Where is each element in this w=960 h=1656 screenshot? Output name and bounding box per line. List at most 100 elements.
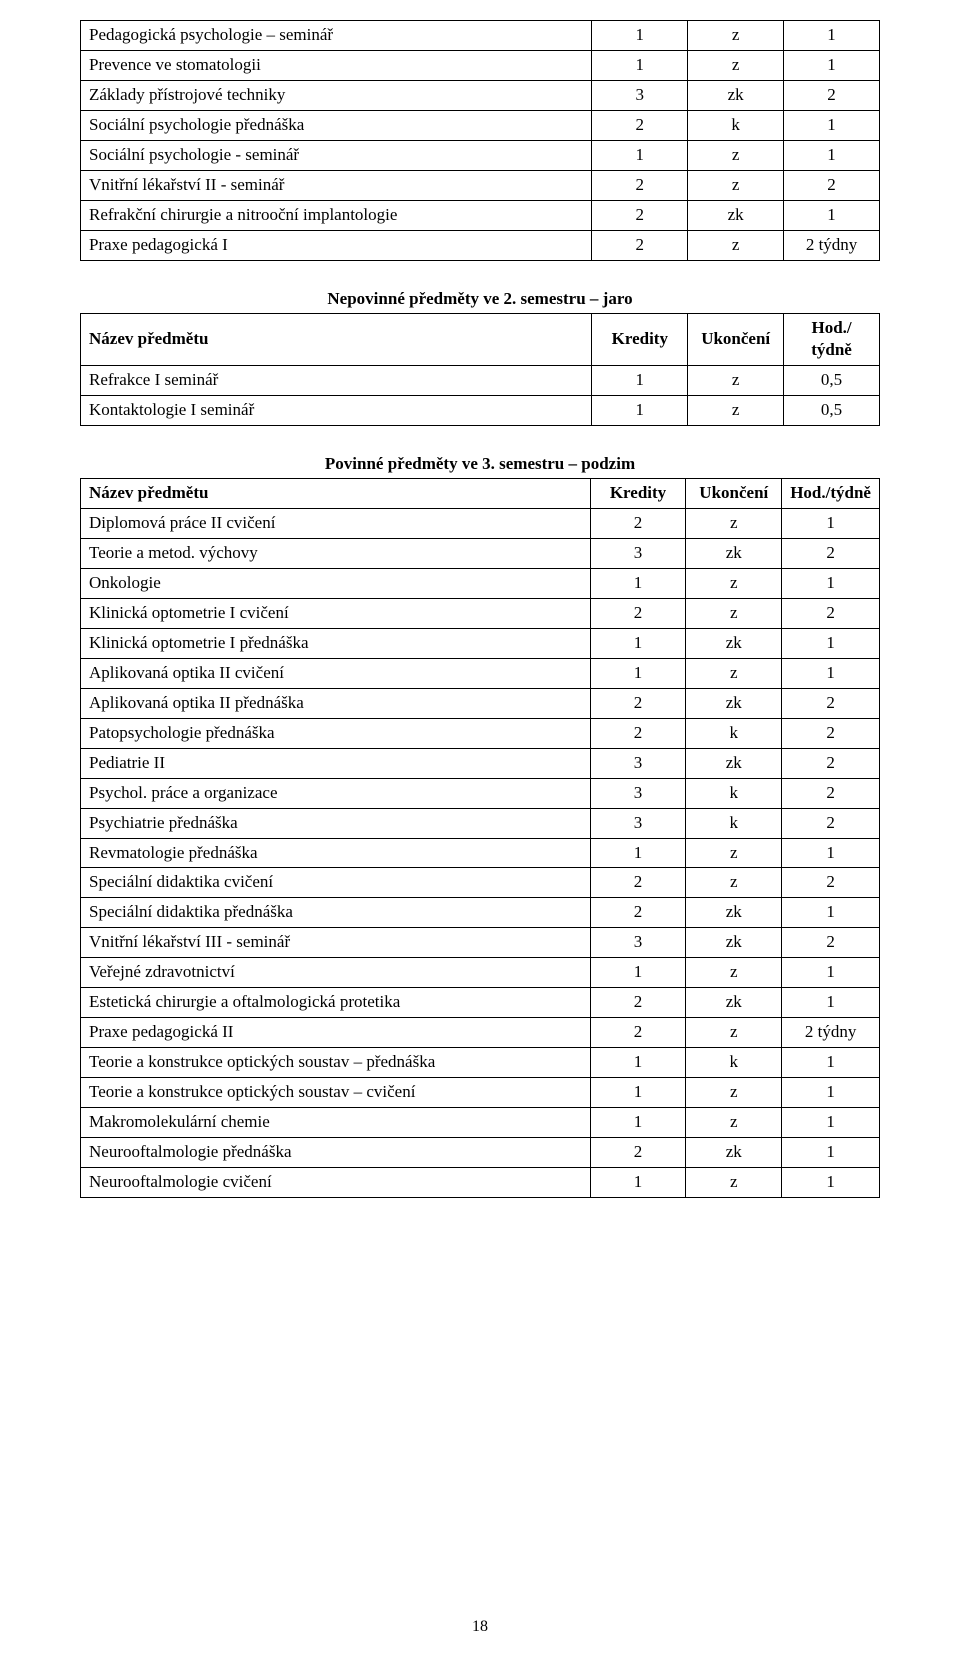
- cell-hours: 2: [782, 928, 880, 958]
- cell-credits: 2: [590, 509, 686, 539]
- cell-credits: 2: [592, 110, 688, 140]
- cell-end: k: [686, 1048, 782, 1078]
- cell-end: zk: [686, 1137, 782, 1167]
- cell-name: Refrakční chirurgie a nitrooční implanto…: [81, 200, 592, 230]
- cell-name: Revmatologie přednáška: [81, 838, 591, 868]
- header-cell-hours: Hod./týdně: [782, 479, 880, 509]
- cell-credits: 1: [592, 140, 688, 170]
- table-1-body: Pedagogická psychologie – seminář1z1Prev…: [81, 21, 880, 261]
- cell-end: z: [686, 838, 782, 868]
- cell-credits: 2: [590, 1018, 686, 1048]
- cell-end: z: [686, 868, 782, 898]
- table-row: Estetická chirurgie a oftalmologická pro…: [81, 988, 880, 1018]
- cell-hours: 1: [784, 110, 880, 140]
- table-row: Onkologie1z1: [81, 569, 880, 599]
- cell-hours: 2: [782, 688, 880, 718]
- table-row: Speciální didaktika cvičení2z2: [81, 868, 880, 898]
- cell-hours: 1: [784, 21, 880, 51]
- cell-credits: 1: [590, 1048, 686, 1078]
- cell-name: Praxe pedagogická II: [81, 1018, 591, 1048]
- table-row: Pedagogická psychologie – seminář1z1: [81, 21, 880, 51]
- cell-hours: 0,5: [784, 396, 880, 426]
- cell-credits: 1: [592, 21, 688, 51]
- header-cell-name: Název předmětu: [81, 313, 592, 366]
- cell-hours: 2: [782, 539, 880, 569]
- cell-end: z: [686, 1078, 782, 1108]
- header-cell-end: Ukončení: [688, 313, 784, 366]
- cell-end: zk: [688, 80, 784, 110]
- cell-end: z: [686, 1018, 782, 1048]
- table-row: Neurooftalmologie cvičení1z1: [81, 1167, 880, 1197]
- table-row: Patopsychologie přednáška2k2: [81, 718, 880, 748]
- cell-name: Veřejné zdravotnictví: [81, 958, 591, 988]
- table-row: Vnitřní lékařství III - seminář3zk2: [81, 928, 880, 958]
- cell-end: z: [686, 599, 782, 629]
- table-1: Pedagogická psychologie – seminář1z1Prev…: [80, 20, 880, 261]
- page-number: 18: [0, 1618, 960, 1636]
- cell-end: zk: [686, 898, 782, 928]
- cell-credits: 2: [590, 718, 686, 748]
- table-row: Aplikovaná optika II cvičení1z1: [81, 658, 880, 688]
- cell-end: z: [686, 958, 782, 988]
- table-row: Diplomová práce II cvičení2z1: [81, 509, 880, 539]
- cell-hours: 0,5: [784, 366, 880, 396]
- cell-credits: 1: [590, 628, 686, 658]
- cell-name: Speciální didaktika přednáška: [81, 898, 591, 928]
- table-header-row: Název předmětuKredityUkončeníHod./týdně: [81, 479, 880, 509]
- cell-credits: 2: [590, 898, 686, 928]
- cell-hours: 1: [784, 50, 880, 80]
- table-row: Neurooftalmologie přednáška2zk1: [81, 1137, 880, 1167]
- cell-credits: 2: [590, 599, 686, 629]
- table-row: Speciální didaktika přednáška2zk1: [81, 898, 880, 928]
- table-row: Veřejné zdravotnictví1z1: [81, 958, 880, 988]
- cell-hours: 2: [784, 170, 880, 200]
- cell-credits: 1: [592, 366, 688, 396]
- cell-name: Základy přístrojové techniky: [81, 80, 592, 110]
- cell-hours: 2 týdny: [782, 1018, 880, 1048]
- cell-hours: 1: [782, 1107, 880, 1137]
- cell-name: Neurooftalmologie cvičení: [81, 1167, 591, 1197]
- cell-credits: 1: [590, 658, 686, 688]
- cell-end: zk: [686, 748, 782, 778]
- cell-name: Teorie a konstrukce optických soustav – …: [81, 1078, 591, 1108]
- cell-hours: 2: [782, 868, 880, 898]
- cell-name: Aplikovaná optika II cvičení: [81, 658, 591, 688]
- table-2: Název předmětuKredityUkončeníHod./ týdně…: [80, 313, 880, 427]
- cell-name: Klinická optometrie I přednáška: [81, 628, 591, 658]
- cell-credits: 3: [590, 778, 686, 808]
- cell-end: k: [686, 718, 782, 748]
- cell-credits: 2: [592, 170, 688, 200]
- cell-name: Pediatrie II: [81, 748, 591, 778]
- cell-end: z: [688, 396, 784, 426]
- cell-hours: 1: [782, 1048, 880, 1078]
- page: Pedagogická psychologie – seminář1z1Prev…: [0, 0, 960, 1656]
- cell-hours: 2: [784, 80, 880, 110]
- cell-end: zk: [686, 988, 782, 1018]
- cell-end: z: [686, 658, 782, 688]
- cell-hours: 1: [782, 628, 880, 658]
- cell-credits: 3: [590, 928, 686, 958]
- table-row: Teorie a metod. výchovy3zk2: [81, 539, 880, 569]
- section-title-3: Povinné předměty ve 3. semestru – podzim: [80, 454, 880, 474]
- table-row: Refrakční chirurgie a nitrooční implanto…: [81, 200, 880, 230]
- cell-credits: 1: [590, 1078, 686, 1108]
- table-row: Teorie a konstrukce optických soustav – …: [81, 1048, 880, 1078]
- cell-name: Klinická optometrie I cvičení: [81, 599, 591, 629]
- cell-hours: 1: [782, 1167, 880, 1197]
- cell-end: zk: [688, 200, 784, 230]
- cell-name: Onkologie: [81, 569, 591, 599]
- cell-credits: 1: [592, 396, 688, 426]
- cell-end: zk: [686, 628, 782, 658]
- cell-end: z: [686, 509, 782, 539]
- cell-name: Sociální psychologie přednáška: [81, 110, 592, 140]
- cell-hours: 1: [782, 1078, 880, 1108]
- cell-credits: 1: [592, 50, 688, 80]
- header-cell-credits: Kredity: [592, 313, 688, 366]
- cell-credits: 2: [592, 200, 688, 230]
- table-row: Aplikovaná optika II přednáška2zk2: [81, 688, 880, 718]
- table-row: Praxe pedagogická II2z2 týdny: [81, 1018, 880, 1048]
- table-header-row: Název předmětuKredityUkončeníHod./ týdně: [81, 313, 880, 366]
- cell-credits: 1: [590, 838, 686, 868]
- cell-name: Estetická chirurgie a oftalmologická pro…: [81, 988, 591, 1018]
- cell-name: Prevence ve stomatologii: [81, 50, 592, 80]
